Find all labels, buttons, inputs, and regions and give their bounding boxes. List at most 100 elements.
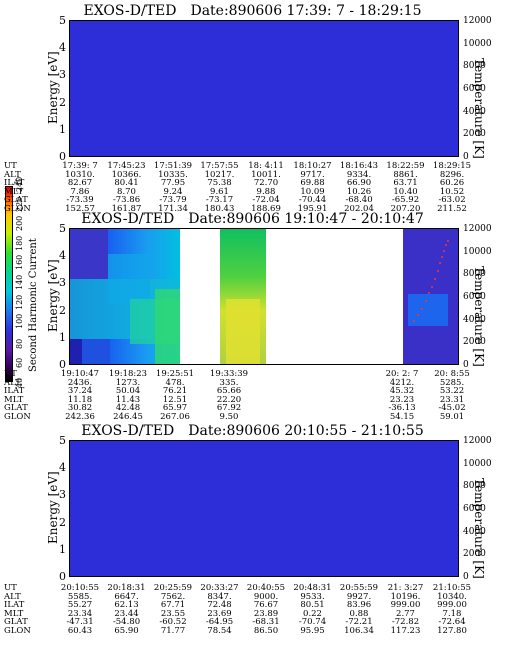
- table-cell: -64.95: [205, 617, 234, 628]
- table-cell: 207.20: [390, 203, 421, 214]
- table-cell: 267.06: [160, 411, 190, 422]
- table-cell: 8347.: [207, 591, 232, 602]
- row-label: ALT: [4, 377, 21, 388]
- table-cell: 9.61: [210, 186, 229, 197]
- table-cell: 23.31: [439, 394, 465, 405]
- table-cell: -73.39: [66, 195, 94, 206]
- table-cell: 9334.: [346, 169, 372, 180]
- table-cell: 4212.: [389, 377, 415, 388]
- table-cell: 55.27: [67, 600, 93, 611]
- table-cell: 78.54: [207, 625, 232, 636]
- table-cell: 106.34: [344, 625, 374, 636]
- table-cell: -63.02: [438, 195, 466, 206]
- title-instrument: EXOS-D/TED: [81, 211, 175, 227]
- table-cell: 12.51: [162, 394, 188, 405]
- y-tick-right: 8000: [463, 61, 486, 72]
- row-label: ALT: [4, 591, 21, 602]
- title-datetime: Date:890606 19:10:47 - 20:10:47: [188, 211, 424, 227]
- table-cell: 478.: [165, 377, 185, 388]
- table-cell: 9927.: [346, 591, 372, 602]
- temperature-point: [441, 256, 443, 258]
- y-tick-right: 6000: [463, 84, 486, 94]
- row-label: MLT: [4, 394, 24, 405]
- table-cell: 95.95: [300, 625, 325, 636]
- table-cell: 999.00: [437, 600, 467, 611]
- table-cell: 20:55:59: [339, 583, 379, 593]
- row-label: UT: [4, 369, 17, 379]
- table-cell: 60.26: [439, 178, 465, 189]
- table-cell: 10340.: [437, 591, 467, 602]
- table-cell: 202.04: [344, 203, 374, 214]
- table-row: MLT 23.34 23.44 23.55 23.69 23.89 0.22 0.88 2.77…: [0, 610, 505, 619]
- title-datetime: Date:890606 20:10:55 - 21:10:55: [188, 423, 424, 439]
- data-block: [108, 254, 150, 304]
- temperature-point: [425, 300, 427, 302]
- y-tick-left: 0: [59, 570, 66, 583]
- table-cell: 19:33:39: [209, 369, 249, 379]
- y-tick-left: 5: [59, 434, 66, 447]
- table-cell: 7.86: [70, 186, 90, 197]
- table-row: UT 20:10:55 20:18:31 20:25:59 20:33:27 20:40:…: [0, 584, 505, 593]
- table-cell: 20:40:55: [246, 583, 286, 593]
- y-tick-right: 0: [463, 572, 469, 582]
- y-axis-label: Energy [eV]: [46, 471, 60, 544]
- colorbar: [5, 186, 13, 382]
- table-cell: 72.48: [207, 600, 232, 611]
- table-cell: -72.04: [252, 195, 280, 206]
- temperature-point: [413, 320, 415, 322]
- table-cell: 77.95: [160, 178, 186, 189]
- row-label: MLT: [4, 186, 24, 197]
- y-tick-right: 12000: [463, 16, 492, 26]
- table-row: ALT 10310. 10366. 10335. 10217. 10011. 9717. 93…: [0, 169, 505, 180]
- table-cell: 18: 4:11: [248, 161, 284, 171]
- table-row: MLT 11.18 11.43 12.51 22.20 23.23 23.31: [0, 396, 505, 405]
- table-cell: 9717.: [300, 169, 325, 180]
- row-label: UT: [4, 583, 17, 593]
- y-tick-left: 0: [59, 358, 66, 371]
- table-row: GLON 60.43 65.90 71.77 78.54 86.50 95.95 106.34…: [0, 627, 505, 636]
- table-cell: 60.43: [67, 625, 93, 636]
- table-cell: 152.57: [65, 203, 95, 214]
- table-cell: 69.88: [300, 178, 325, 189]
- table-row: ALT 5585. 6647. 7562. 8347. 9000. 9533. 9927. 10…: [0, 591, 505, 602]
- table-cell: 171.34: [158, 203, 188, 214]
- data-block: [155, 289, 180, 364]
- table-cell: 42.48: [115, 403, 141, 414]
- row-label: ILAT: [4, 386, 25, 397]
- y-tick-left: 1: [59, 122, 66, 136]
- row-label: GLON: [4, 411, 31, 422]
- table-cell: 10.26: [346, 186, 372, 197]
- table-cell: -73.79: [159, 195, 187, 206]
- table-cell: 11.43: [115, 394, 141, 405]
- table-cell: 37.24: [67, 386, 93, 397]
- table-cell: 2436.: [67, 377, 93, 388]
- table-cell: 20: 8:55: [434, 369, 470, 379]
- table-cell: 30.82: [67, 403, 93, 414]
- table-cell: 8.70: [117, 186, 136, 197]
- table-cell: -68.40: [345, 195, 373, 206]
- table-cell: 10.09: [300, 186, 325, 197]
- y-tick-left: 5: [59, 14, 66, 27]
- table-cell: 45.32: [389, 386, 415, 397]
- table-cell: 999.00: [390, 600, 421, 611]
- panel-title: EXOS-D/TED Date:890606 19:10:47 - 20:10:4…: [0, 211, 505, 227]
- table-cell: 72.70: [253, 178, 279, 189]
- y-tick-right: 0: [463, 360, 469, 370]
- table-cell: 9.50: [219, 411, 239, 422]
- data-block: [70, 229, 108, 279]
- table-cell: 10366.: [111, 169, 142, 180]
- y-tick-left: 2: [59, 515, 66, 529]
- y-tick-left: 4: [59, 461, 66, 475]
- table-cell: -68.31: [252, 617, 280, 628]
- row-label: UT: [4, 161, 17, 171]
- table-cell: 17:57:55: [200, 161, 239, 171]
- temperature-points: [413, 240, 449, 322]
- table-cell: 2.77: [396, 608, 415, 619]
- table-cell: 7562.: [160, 591, 186, 602]
- y-tick-right: 10000: [463, 246, 492, 257]
- table-cell: 335.: [219, 377, 239, 388]
- row-label: GLAT: [4, 403, 28, 414]
- table-row: GLON 152.57 161.87 171.34 180.43 188.69 195.91…: [0, 205, 505, 214]
- title-datetime: Date:890606 17:39: 7 - 18:29:15: [190, 3, 422, 19]
- y-tick-left: 0: [59, 150, 66, 163]
